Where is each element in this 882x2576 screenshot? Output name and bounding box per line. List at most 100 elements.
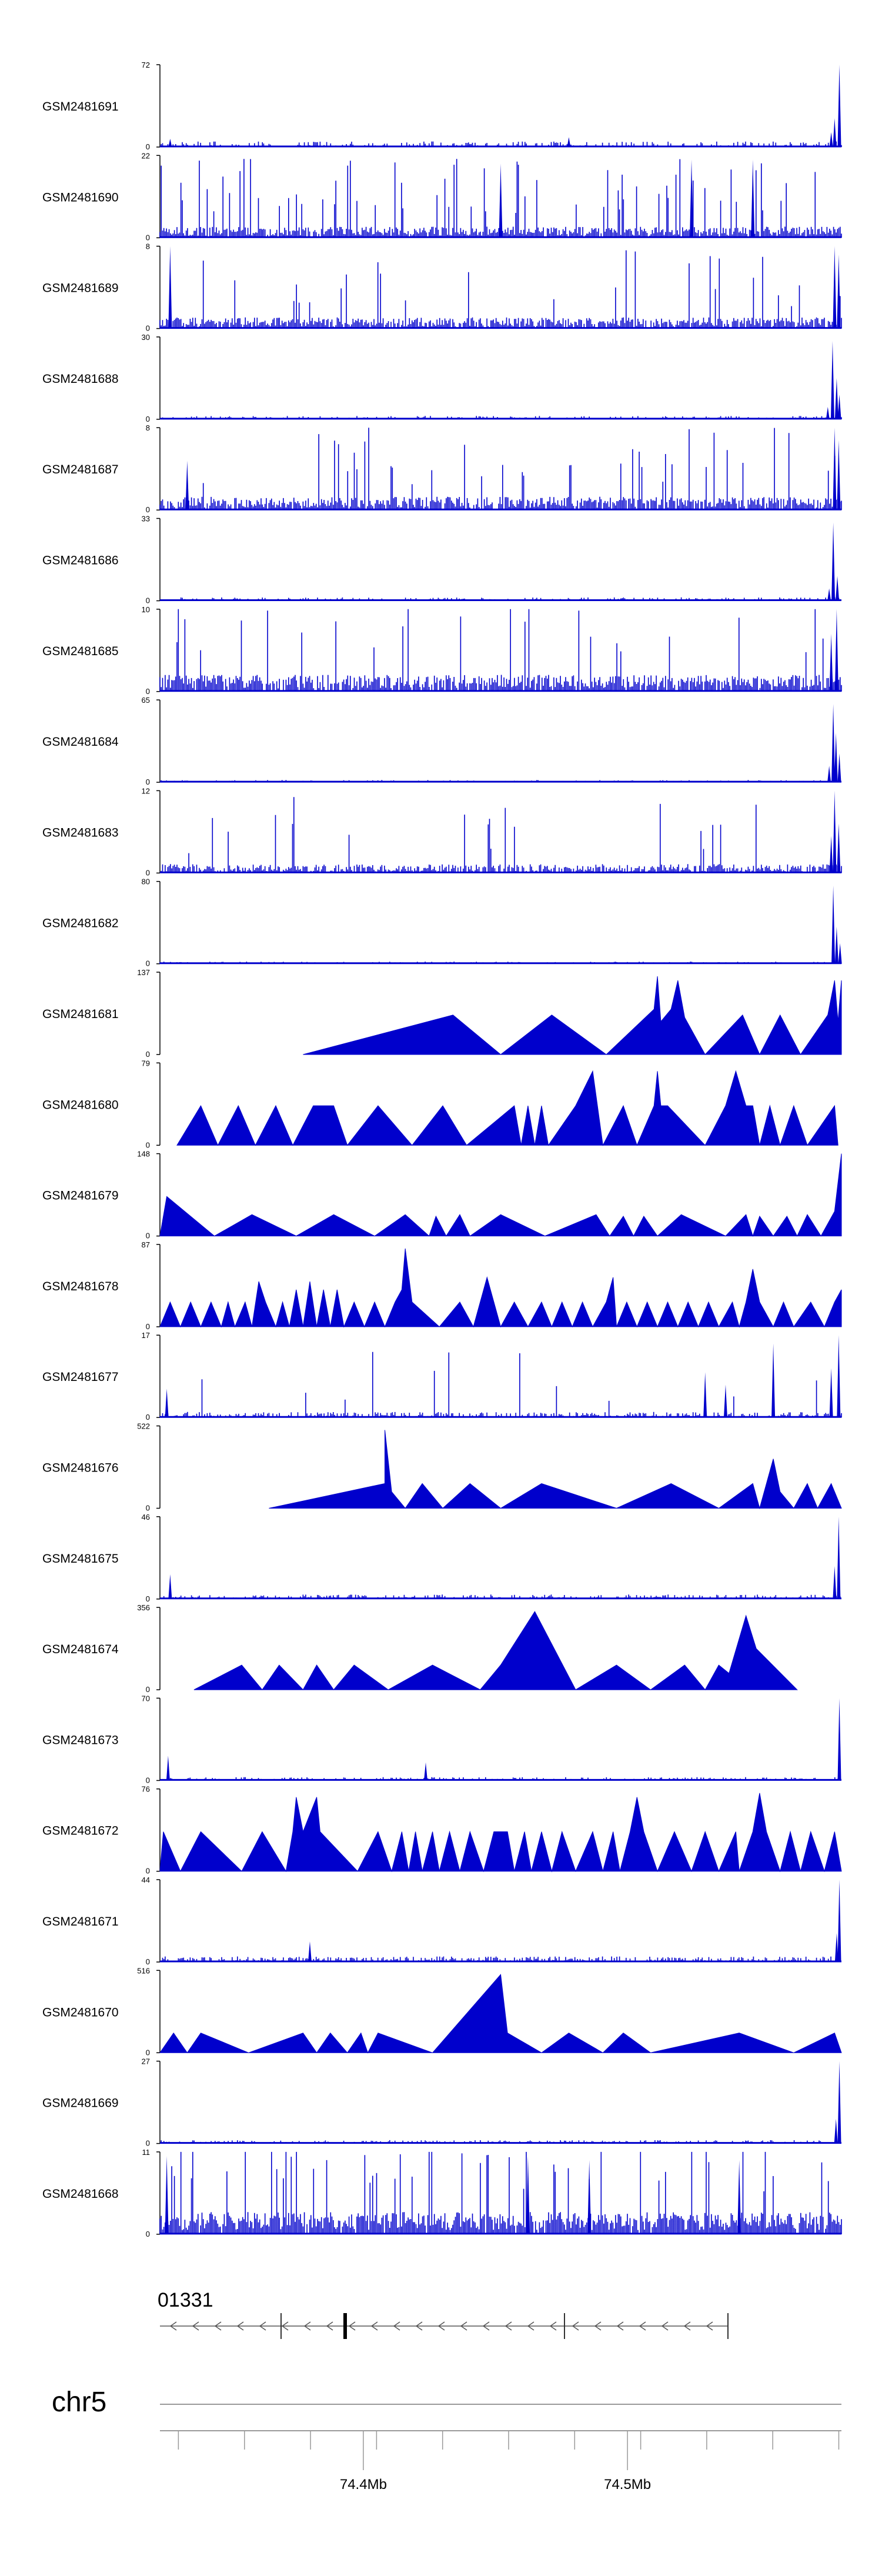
y-min-label: 0 — [146, 1050, 150, 1059]
coverage-peak — [827, 766, 831, 783]
y-max-label: 11 — [142, 2148, 151, 2157]
coverage-peak — [185, 461, 189, 510]
y-max-label: 8 — [146, 242, 150, 251]
coverage-peak — [737, 2160, 741, 2234]
coverage-peak — [831, 522, 836, 601]
strand-chevron — [236, 2321, 244, 2331]
track-GSM2481685: GSM2481685 10 0 — [42, 605, 842, 696]
y-max-label: 522 — [137, 1422, 150, 1431]
track-label: GSM2481688 — [42, 372, 119, 386]
coverage-peak — [526, 2155, 530, 2234]
strand-chevron — [706, 2321, 713, 2331]
coverage-peak — [837, 1880, 841, 1962]
coverage-bars — [159, 2151, 842, 2234]
coverage-peak — [826, 406, 830, 419]
coverage-peak — [834, 1933, 838, 1962]
y-max-label: 33 — [142, 515, 150, 523]
track-GSM2481668: GSM2481668 11 0 — [42, 2148, 842, 2238]
coverage-peak — [829, 1368, 833, 1418]
y-min-label: 0 — [146, 1776, 150, 1784]
y-min-label: 0 — [146, 687, 150, 696]
y-max-label: 148 — [137, 1150, 150, 1159]
track-label: GSM2481685 — [42, 645, 119, 658]
track-GSM2481690: GSM2481690 22 0 — [42, 151, 842, 242]
y-max-label: 44 — [142, 1876, 150, 1884]
coverage-bars — [159, 428, 842, 510]
coverage-area — [269, 1430, 842, 1510]
track-GSM2481674: GSM2481674 356 0 — [42, 1603, 798, 1694]
coverage-peak — [829, 633, 833, 692]
strand-chevron — [303, 2321, 311, 2331]
y-min-label: 0 — [146, 2139, 150, 2148]
coverage-tracks: GSM2481691720GSM2481690220GSM248168980GS… — [42, 61, 842, 2238]
y-min-label: 0 — [146, 1594, 150, 1603]
coverage-peak — [834, 733, 838, 783]
y-max-label: 72 — [142, 61, 150, 69]
coverage-peak — [833, 790, 837, 873]
coverage-peak — [829, 132, 833, 147]
exon-block — [343, 2313, 347, 2339]
coverage-peak — [837, 2061, 841, 2144]
strand-chevron — [281, 2321, 289, 2331]
y-min-label: 0 — [146, 233, 150, 242]
track-GSM2481672: GSM2481672 76 0 — [42, 1785, 842, 1876]
coverage-bars — [159, 609, 842, 692]
coverage-area — [176, 1070, 838, 1147]
coverage-bars — [159, 250, 842, 329]
track-label: GSM2481683 — [42, 826, 119, 839]
strand-chevron — [192, 2321, 199, 2331]
track-GSM2481689: GSM2481689 8 0 — [42, 242, 842, 333]
track-label: GSM2481690 — [42, 191, 119, 204]
coverage-peak — [833, 428, 837, 510]
track-GSM2481691: GSM2481691 72 0 — [42, 61, 842, 151]
coverage-peak — [168, 139, 172, 147]
coverage-peak — [830, 341, 834, 419]
y-max-label: 70 — [142, 1694, 150, 1703]
coverage-peak — [834, 609, 838, 692]
y-min-label: 0 — [146, 1685, 150, 1694]
track-label: GSM2481677 — [42, 1370, 119, 1384]
coverage-peak — [837, 254, 841, 329]
track-GSM2481676: GSM2481676 522 0 — [42, 1422, 842, 1513]
track-GSM2481669: GSM2481669 27 0 — [42, 2057, 841, 2148]
y-min-label: 0 — [146, 868, 150, 877]
coverage-peak — [837, 823, 841, 873]
strand-chevron — [214, 2321, 222, 2331]
strand-chevron — [460, 2321, 467, 2331]
y-max-label: 46 — [142, 1513, 150, 1521]
coverage-peak — [834, 2118, 838, 2144]
coverage-peak — [833, 246, 837, 329]
coverage-peak — [166, 1756, 170, 1781]
track-label: GSM2481669 — [42, 2097, 119, 2110]
y-min-label: 0 — [146, 1140, 150, 1149]
track-GSM2481680: GSM2481680 79 0 — [42, 1059, 838, 1149]
strand-chevron — [661, 2321, 669, 2331]
coverage-peak — [831, 704, 836, 783]
coverage-peak — [837, 753, 841, 783]
track-GSM2481688: GSM2481688 30 0 — [42, 333, 842, 423]
coverage-peak — [838, 943, 842, 964]
coverage-peak — [833, 118, 837, 147]
gene-label: 01331 — [158, 2289, 213, 2311]
coverage-peak — [837, 1516, 841, 1599]
coverage-bars — [161, 797, 842, 873]
track-GSM2481687: GSM2481687 8 0 — [42, 423, 842, 514]
y-min-label: 0 — [146, 1232, 150, 1240]
track-GSM2481677: GSM2481677 17 0 — [42, 1331, 842, 1422]
coverage-peak — [837, 1335, 841, 1418]
axis-tick-label: 74.5Mb — [604, 2477, 651, 2492]
strand-chevron — [639, 2321, 646, 2331]
coverage-peak — [834, 378, 838, 419]
y-max-label: 17 — [142, 1331, 150, 1340]
strand-chevron — [572, 2321, 579, 2331]
y-min-label: 0 — [146, 415, 150, 423]
coverage-peak — [168, 1574, 172, 1599]
track-GSM2481686: GSM2481686 33 0 — [42, 515, 841, 605]
coverage-peak — [837, 65, 841, 147]
coverage-peak — [567, 137, 571, 147]
strand-chevron — [683, 2321, 691, 2331]
coverage-peak — [836, 576, 840, 601]
track-label: GSM2481689 — [42, 282, 119, 295]
strand-chevron — [505, 2321, 512, 2331]
